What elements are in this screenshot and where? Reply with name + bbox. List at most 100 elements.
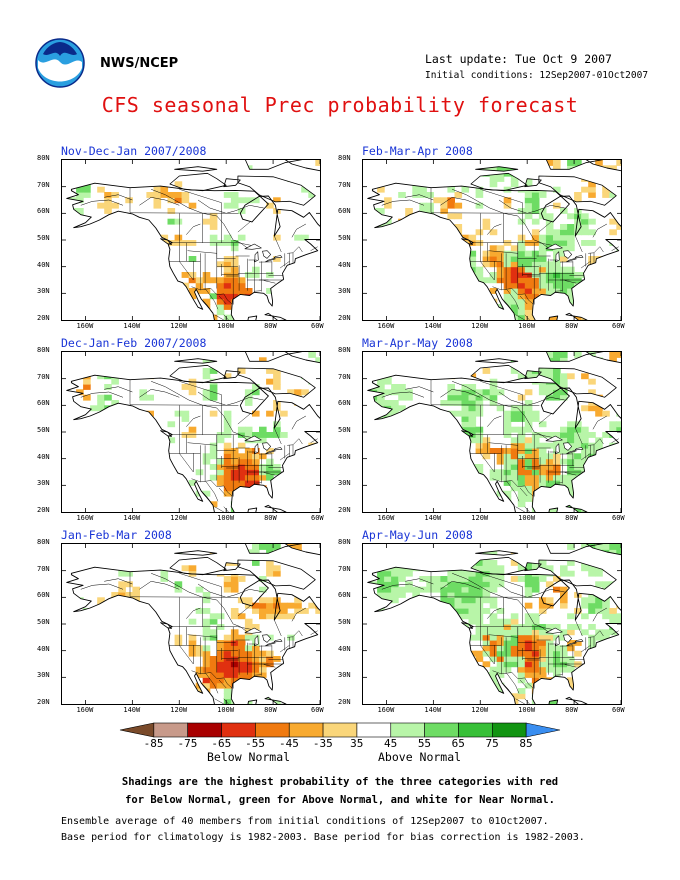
province-boundary: [430, 404, 540, 406]
coastline: [565, 312, 588, 320]
state-boundary: [191, 286, 233, 305]
province-boundary: [599, 630, 604, 637]
river: [197, 199, 264, 214]
state-boundary: [564, 280, 577, 284]
coastline: [237, 559, 316, 590]
lon-tick-label: 60W: [612, 514, 625, 522]
coastline: [367, 374, 621, 512]
colorbar-segment: [356, 722, 392, 738]
coastline: [524, 178, 542, 188]
coastline: [174, 550, 218, 556]
lon-tick-label: 60W: [612, 322, 625, 330]
state-boundary: [263, 280, 276, 284]
state-boundary: [492, 478, 534, 497]
lake: [545, 627, 563, 634]
coastline: [237, 175, 316, 206]
river: [381, 583, 425, 590]
state-boundary: [218, 295, 227, 305]
colorbar-label: -55: [245, 737, 266, 750]
lon-tick-label: 120W: [170, 322, 188, 330]
lat-tick-label: 60N: [338, 591, 351, 600]
lake: [273, 639, 283, 643]
province-boundary: [129, 404, 239, 406]
river: [452, 189, 549, 249]
river: [592, 607, 608, 622]
lon-tick-label: 160W: [76, 322, 94, 330]
coastline: [223, 370, 241, 380]
forecast-map-panel: [362, 159, 622, 321]
state-boundary: [507, 481, 520, 502]
colorbar-label: 65: [451, 737, 465, 750]
lon-tick-label: 140W: [424, 706, 442, 714]
province-boundary: [538, 605, 552, 617]
river: [104, 578, 133, 585]
colorbar-segment: [187, 722, 222, 738]
river: [405, 386, 434, 393]
lon-tick-label: 140W: [424, 514, 442, 522]
lat-tick-label: 60N: [338, 207, 351, 216]
province-boundary: [575, 235, 583, 253]
footer-line: Ensemble average of 40 members from init…: [61, 816, 549, 827]
province-boundary: [287, 630, 300, 638]
lat-tick-label: 40N: [338, 260, 351, 269]
river: [440, 389, 481, 398]
initial-conditions: Initial conditions: 12Sep2007-01Oct2007: [425, 70, 649, 81]
lon-tick-label: 120W: [471, 322, 489, 330]
colorbar-segment: [458, 722, 493, 738]
lon-tick-label: 60W: [612, 706, 625, 714]
lat-tick-label: 20N: [37, 314, 50, 322]
coastline: [284, 160, 320, 172]
state-boundary: [538, 626, 552, 630]
state-boundary: [214, 314, 224, 320]
lat-tick-label: 80N: [338, 154, 351, 162]
state-boundary: [503, 493, 511, 502]
state-boundary: [524, 314, 530, 320]
river: [291, 223, 307, 238]
state-boundary: [503, 685, 511, 694]
lake: [254, 251, 259, 263]
lake: [566, 642, 577, 647]
lat-tick-label: 70N: [338, 180, 351, 189]
river: [405, 578, 434, 585]
province-boundary: [298, 246, 303, 253]
lon-tick-label: 140W: [123, 514, 141, 522]
lon-tick-label: 160W: [377, 514, 395, 522]
state-boundary: [214, 698, 224, 704]
note-line: for Below Normal, green for Above Normal…: [125, 794, 555, 806]
panel-title: Dec-Jan-Feb 2007/2008: [61, 336, 207, 350]
state-boundary: [191, 478, 233, 497]
coastline: [470, 172, 528, 192]
lon-tick-label: 60W: [311, 514, 324, 522]
lat-tick-label: 80N: [338, 538, 351, 546]
province-boundary: [575, 619, 583, 637]
province-boundary: [480, 573, 523, 598]
lat-tick-label: 30N: [37, 671, 50, 680]
state-boundary: [223, 506, 229, 512]
coastline: [565, 504, 588, 512]
colorbar-label: -85: [143, 737, 164, 750]
lake: [244, 627, 262, 634]
lat-tick-label: 50N: [338, 426, 351, 434]
province-boundary: [575, 427, 583, 445]
state-boundary: [488, 442, 518, 446]
river: [139, 197, 180, 206]
province-boundary: [129, 212, 239, 214]
river: [592, 223, 608, 238]
coastline: [169, 556, 227, 576]
coastline: [66, 374, 320, 512]
lake: [574, 447, 584, 451]
coastline: [546, 160, 604, 170]
coastline: [237, 367, 316, 398]
province-boundary: [588, 630, 601, 638]
coastline: [475, 358, 519, 364]
coastline: [367, 182, 621, 320]
coastline: [223, 178, 241, 188]
state-boundary: [187, 634, 217, 638]
lake: [555, 251, 560, 263]
lat-tick-label: 30N: [338, 287, 351, 296]
coastline: [245, 160, 303, 170]
state-boundary: [507, 289, 520, 310]
lat-tick-label: 50N: [338, 618, 351, 626]
province-boundary: [430, 212, 540, 214]
state-boundary: [237, 626, 251, 630]
